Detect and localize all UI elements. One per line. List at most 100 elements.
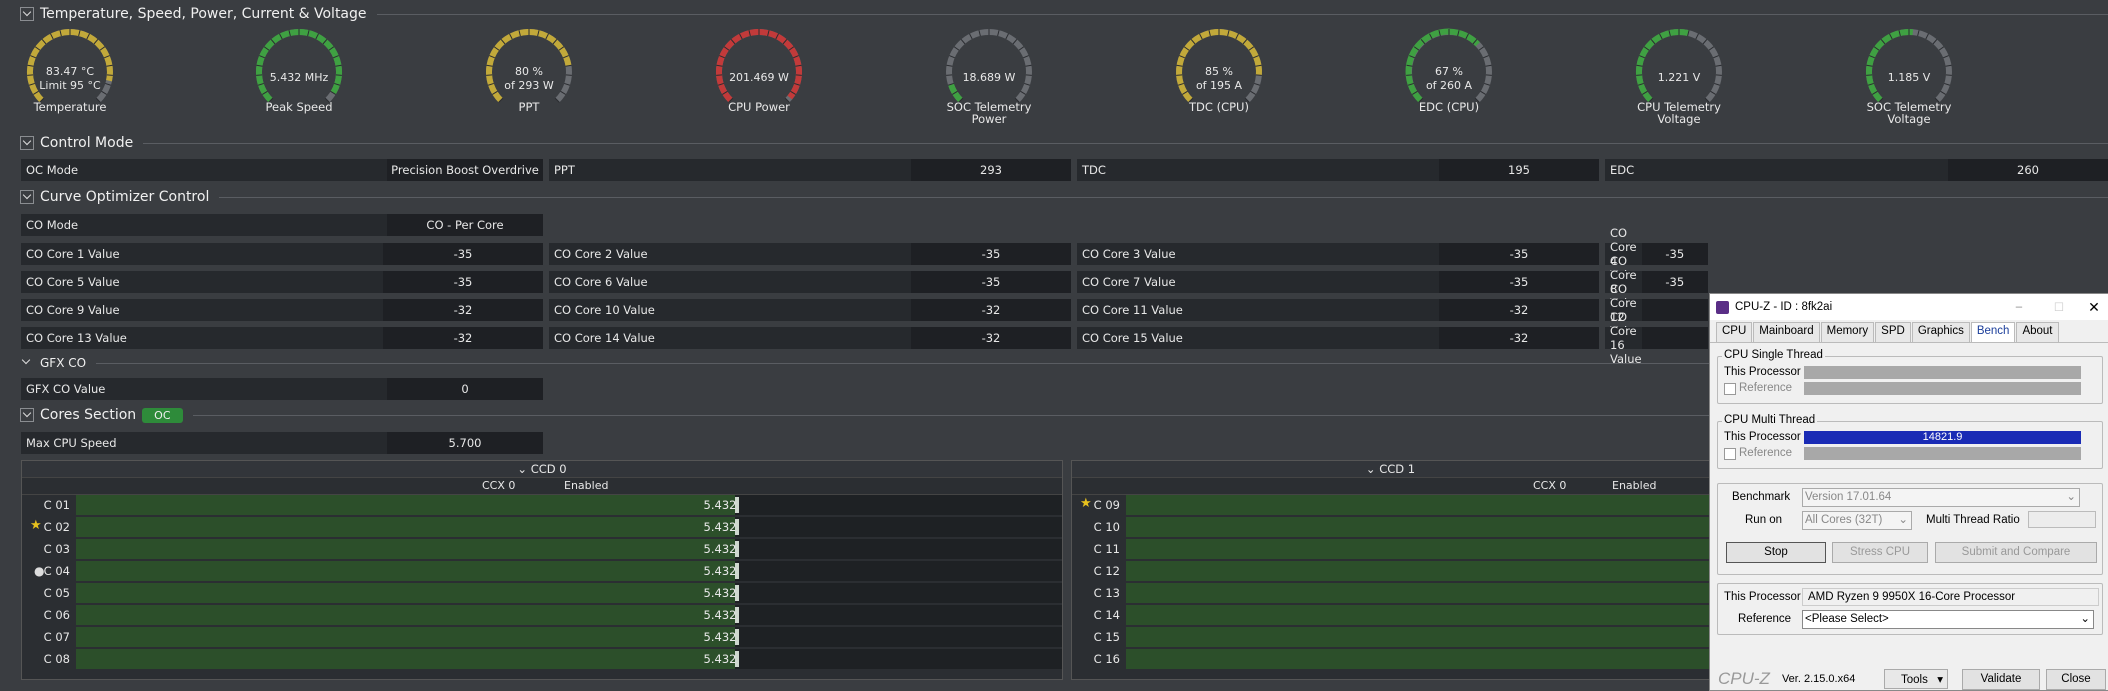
field-label: CO Core 14 Value (549, 331, 911, 345)
gfx-co-value-field[interactable]: GFX CO Value 0 (21, 378, 543, 400)
reference-checkbox[interactable] (1724, 448, 1736, 460)
field-value[interactable]: -32 (1439, 327, 1599, 349)
select-value: <Please Select> (1805, 613, 1889, 625)
core-name: C 07 (22, 627, 73, 647)
multi-score: 14821.9 (1804, 431, 2081, 444)
tab-memory[interactable]: Memory (1821, 322, 1875, 342)
benchmark-select[interactable]: Version 17.01.64⌄ (1802, 488, 2080, 507)
field-label: GFX CO Value (21, 382, 387, 396)
cpuz-titlebar[interactable]: CPU-Z - ID : 8fk2ai – ☐ ✕ (1710, 294, 2108, 320)
tab-mainboard[interactable]: Mainboard (1753, 322, 1819, 342)
tools-button[interactable]: Tools▾ (1884, 669, 1948, 689)
close-icon[interactable]: ✕ (2079, 299, 2108, 316)
field-value[interactable]: 0 (387, 378, 543, 400)
field-value[interactable]: -35 (383, 271, 543, 293)
gauge-label: EDC (CPU) (1389, 100, 1509, 114)
chevron-down-icon: ⌄ (2080, 611, 2090, 628)
co-core-field[interactable]: CO Core 2 Value-35 (549, 243, 1071, 265)
field-value[interactable]: -32 (1439, 299, 1599, 321)
cpuz-brand: CPU-Z (1718, 669, 1770, 689)
field-value[interactable]: -35 (1642, 243, 1708, 265)
stress-cpu-button[interactable]: Stress CPU (1832, 542, 1928, 563)
field-value[interactable]: -32 (383, 299, 543, 321)
chevron-down-icon[interactable] (20, 7, 34, 21)
reference-checkbox[interactable] (1724, 383, 1736, 395)
field-value[interactable]: -35 (911, 243, 1071, 265)
co-mode-field[interactable]: CO Mode CO - Per Core (21, 214, 543, 236)
validate-button[interactable]: Validate (1962, 669, 2040, 690)
field-value[interactable]: -32 (911, 327, 1071, 349)
field-label: TDC (1077, 163, 1439, 177)
section-control-header[interactable]: Control Mode (0, 132, 2108, 154)
co-core-field[interactable]: CO Core 14 Value-32 (549, 327, 1071, 349)
tab-graphics[interactable]: Graphics (1912, 322, 1970, 342)
co-core-field[interactable]: CO Core 6 Value-35 (549, 271, 1071, 293)
core-list: ★C 09 5.362 C 10 5.362 C 11 5.362 C 12 5… (1072, 495, 1709, 671)
core-bar: 5.432 (76, 561, 1062, 581)
field-value[interactable]: -32 (911, 299, 1071, 321)
runon-select[interactable]: All Cores (32T)⌄ (1802, 511, 1912, 530)
minimize-icon[interactable]: – (1999, 301, 2039, 313)
chevron-down-icon[interactable] (20, 408, 34, 422)
chevron-down-icon[interactable] (20, 190, 34, 204)
core-row: C 16 5.362 (1072, 649, 1709, 671)
maximize-icon[interactable]: ☐ (2039, 300, 2079, 314)
field-label: CO Core 9 Value (21, 303, 383, 317)
co-core-field[interactable]: CO Core 9 Value-32 (21, 299, 543, 321)
field-value[interactable]: -32 (383, 327, 543, 349)
core-row: C 01 5.432 (22, 495, 1062, 517)
ccd-title: CCD 1 (1379, 462, 1415, 476)
ratio-field[interactable] (2028, 511, 2096, 528)
field-value[interactable]: 195 (1439, 159, 1599, 181)
core-bar: 5.432 (76, 649, 1062, 669)
submit-compare-button[interactable]: Submit and Compare (1935, 542, 2097, 563)
close-button[interactable]: Close (2046, 669, 2106, 690)
co-core-field[interactable]: CO Core 10 Value-32 (549, 299, 1071, 321)
field-value[interactable]: -35 (383, 243, 543, 265)
co-core-field[interactable]: CO Core 1 Value-35 (21, 243, 543, 265)
ccd0-header[interactable]: ⌄ CCD 0 (22, 461, 1062, 478)
tab-about[interactable]: About (2016, 322, 2058, 342)
tab-spd[interactable]: SPD (1875, 322, 1911, 342)
reference-select[interactable]: <Please Select> ⌄ (1802, 610, 2094, 629)
field-value[interactable]: 260 (1948, 159, 2108, 181)
chevron-down-icon[interactable] (20, 356, 34, 370)
section-temperature-header[interactable]: Temperature, Speed, Power, Current & Vol… (0, 3, 2108, 25)
chevron-down-icon[interactable] (20, 136, 34, 150)
chevron-down-icon: ▾ (1937, 670, 1943, 690)
section-curve-header[interactable]: Curve Optimizer Control (0, 186, 2108, 208)
co-core-field[interactable]: CO Core 7 Value-35 (1077, 271, 1599, 293)
field-value[interactable]: -35 (1642, 271, 1708, 293)
field-label: CO Core 7 Value (1077, 275, 1439, 289)
ccd1-header[interactable]: ⌄ CCD 1 (1072, 461, 1709, 478)
co-core-field[interactable]: CO Core 13 Value-32 (21, 327, 543, 349)
co-core-field[interactable]: CO Core 16 Value (1605, 327, 1708, 349)
max-cpu-speed-field[interactable]: Max CPU Speed 5.700 (21, 432, 543, 454)
field-value[interactable]: -35 (1439, 243, 1599, 265)
field-value[interactable]: CO - Per Core (387, 214, 543, 236)
co-core-field[interactable]: CO Core 11 Value-32 (1077, 299, 1599, 321)
field-value[interactable]: 293 (911, 159, 1071, 181)
gauge-label-line2: Voltage (1849, 112, 1969, 126)
field-value[interactable]: -35 (911, 271, 1071, 293)
field-value[interactable] (1642, 299, 1708, 321)
oc-badge[interactable]: OC (142, 408, 182, 423)
co-core-field[interactable]: CO Core 3 Value-35 (1077, 243, 1599, 265)
field-value[interactable]: 5.700 (387, 432, 543, 454)
tab-cpu[interactable]: CPU (1716, 322, 1752, 342)
field-value[interactable]: -35 (1439, 271, 1599, 293)
field-value[interactable] (1642, 327, 1708, 349)
tab-bench[interactable]: Bench (1971, 322, 2016, 342)
field-value[interactable]: Precision Boost Overdrive (387, 159, 543, 181)
gauge-arc (1619, 28, 1739, 106)
field-label: CO Mode (21, 218, 387, 232)
co-core-field[interactable]: CO Core 5 Value-35 (21, 271, 543, 293)
gauge-value: 1.221 V (1619, 71, 1739, 84)
co-core-field[interactable]: CO Core 15 Value-32 (1077, 327, 1599, 349)
stop-button[interactable]: Stop (1726, 542, 1826, 563)
benchmark-group: Benchmark Version 17.01.64⌄ Run on All C… (1717, 483, 2103, 575)
